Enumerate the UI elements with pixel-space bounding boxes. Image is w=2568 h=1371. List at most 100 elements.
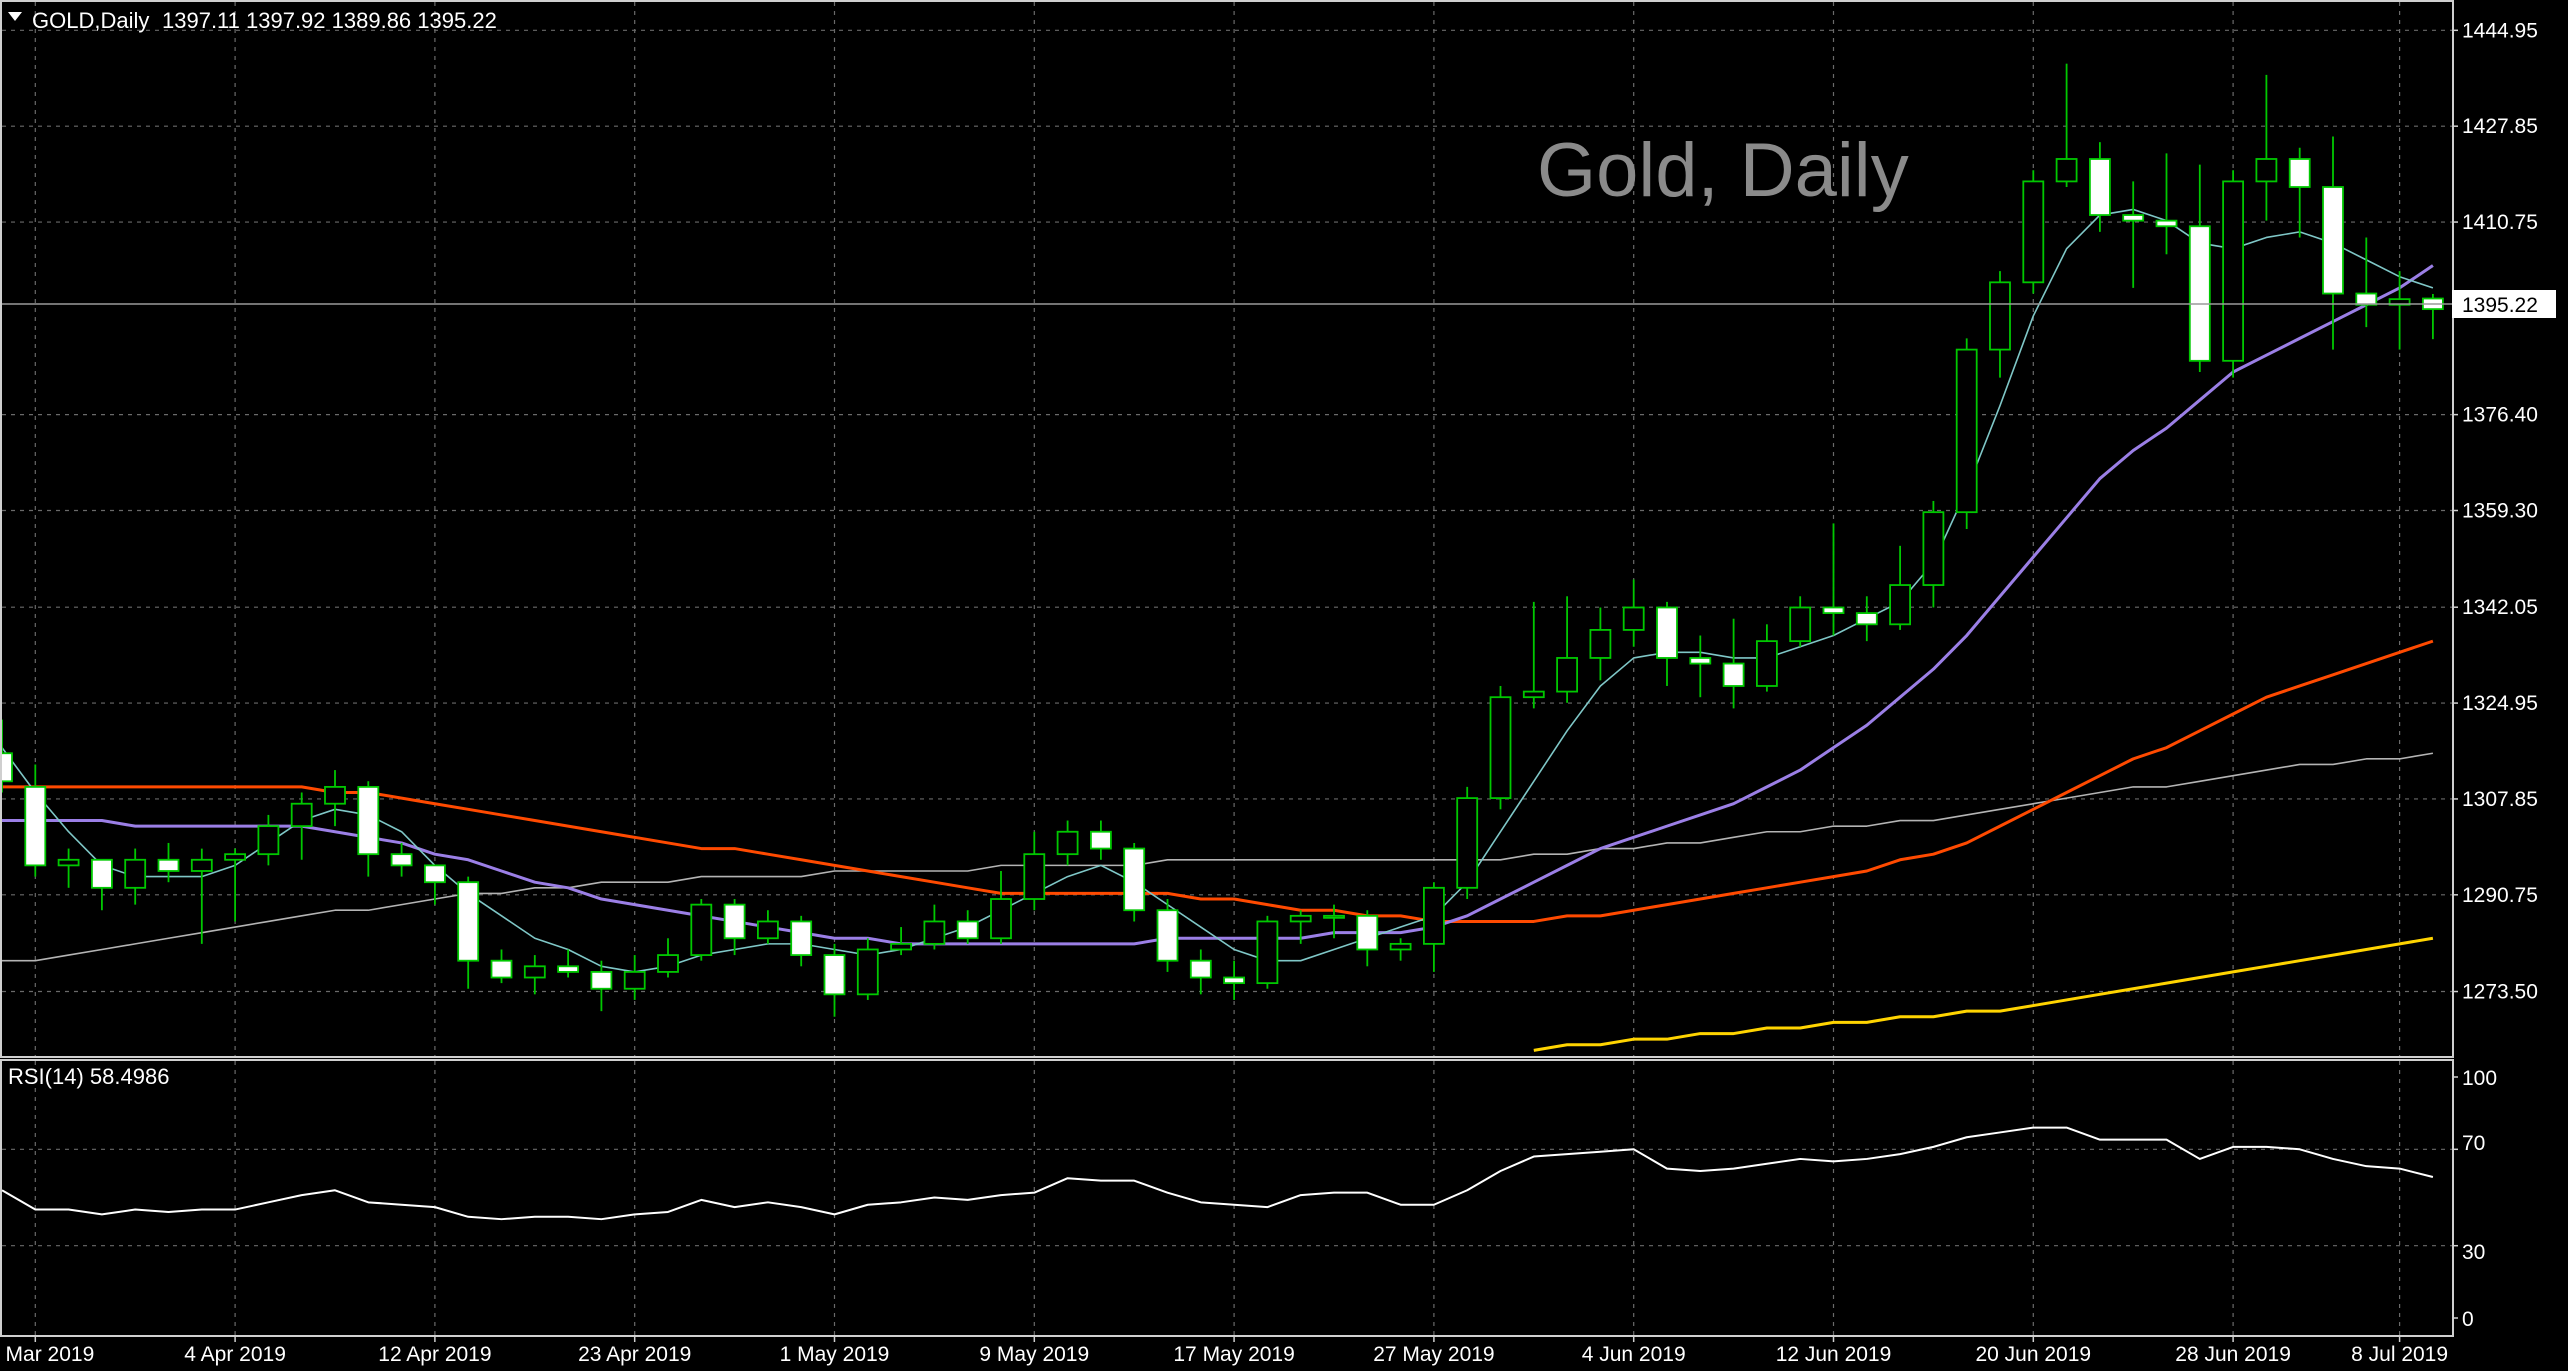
candle-body-bear xyxy=(956,920,979,940)
candle-body-bull xyxy=(1456,797,1479,889)
rsi-level-70: 70 xyxy=(2462,1132,2485,1155)
candle xyxy=(1256,915,1279,989)
candle-body-bull xyxy=(657,954,679,973)
candle xyxy=(157,842,180,883)
candle-body-bull xyxy=(1489,696,1512,800)
candle-body-bull xyxy=(1889,584,1911,626)
candle-body-bear xyxy=(790,920,813,956)
candle xyxy=(324,770,346,827)
candle-body-bull xyxy=(2255,158,2278,183)
chart-watermark: Gold, Daily xyxy=(1537,128,1909,213)
price-axis: 1444.95 1427.85 1410.75 1376.40 1359.30 1342.… xyxy=(2452,19,2538,1004)
price-tick-label: 1290.75 xyxy=(2462,884,2538,907)
candle xyxy=(1989,271,2011,378)
candle xyxy=(1289,910,1312,944)
candle xyxy=(690,899,713,961)
candle xyxy=(2188,164,2211,373)
candle-body-bull xyxy=(324,785,346,805)
candle xyxy=(124,848,147,905)
candle-body-bull xyxy=(523,965,546,979)
candle-body-bull xyxy=(1989,281,2011,351)
candle-body-bear xyxy=(1855,612,1878,626)
candle xyxy=(1889,545,1911,630)
candle xyxy=(2288,147,2311,238)
time-axis: 27 Mar 2019 4 Apr 2019 12 Apr 2019 23 Apr 2… xyxy=(0,1336,2448,1366)
candle-body-bear xyxy=(24,785,47,867)
candle xyxy=(1489,685,1512,810)
candle xyxy=(1955,338,1978,529)
candle-body-bull xyxy=(1056,830,1079,856)
candle-body-bull xyxy=(1023,853,1046,900)
candle-body-bear xyxy=(1090,830,1112,850)
rsi-line xyxy=(1,1126,2434,1221)
candle-body-bear xyxy=(357,785,380,856)
candle xyxy=(190,848,213,944)
candle-body-bear xyxy=(2188,225,2211,362)
candle-body-bear xyxy=(1189,959,1212,979)
price-tick-label: 1307.85 xyxy=(2462,788,2538,811)
candle-body-bull xyxy=(690,903,713,956)
candle xyxy=(2022,170,2045,294)
candle-body-bull xyxy=(1789,606,1812,643)
price-tick-label: 1410.75 xyxy=(2462,211,2538,234)
candle-body-bear xyxy=(2088,158,2111,216)
candle-body-bear xyxy=(1822,606,1845,614)
candle-body-bull xyxy=(1256,920,1279,985)
candle-body-bear xyxy=(423,864,446,884)
candle xyxy=(224,848,247,922)
price-tick-label: 1273.50 xyxy=(2462,981,2538,1004)
candle xyxy=(1622,579,1645,647)
chart-symbol: GOLD,Daily xyxy=(32,8,149,33)
candle-body-bear xyxy=(823,954,846,996)
candle xyxy=(657,938,679,978)
candle-body-bear xyxy=(1722,662,1745,687)
candle xyxy=(1689,635,1712,698)
candle xyxy=(2155,153,2178,255)
symbol-menu-icon[interactable] xyxy=(8,12,22,21)
time-tick-label: 9 May 2019 xyxy=(979,1343,1089,1366)
grid-lines xyxy=(2,2,2452,1335)
candle xyxy=(290,792,313,860)
candle-body-bull xyxy=(1289,914,1312,923)
candle xyxy=(1156,899,1179,972)
candle xyxy=(1023,831,1046,911)
candle-body-bull xyxy=(1922,511,1945,586)
candle-body-bear xyxy=(557,965,579,973)
ma-yellow-line xyxy=(1533,936,2434,1052)
price-tick-label: 1324.95 xyxy=(2462,692,2538,715)
time-tick-label: 4 Apr 2019 xyxy=(184,1343,286,1366)
candle-body-bull xyxy=(757,920,779,940)
candle-body-bear xyxy=(91,858,113,889)
candle-body-bull xyxy=(623,971,646,990)
candle-body-bull xyxy=(1756,640,1778,687)
candle xyxy=(2088,142,2111,232)
candle-body-bear xyxy=(1656,606,1678,659)
candle-body-bear xyxy=(157,858,180,872)
candle-body-bull xyxy=(1522,690,1545,699)
candle xyxy=(57,848,80,888)
rsi-level-0: 0 xyxy=(2462,1308,2474,1331)
candle-body-bull xyxy=(2022,180,2045,284)
candle-body-bear xyxy=(2288,158,2311,188)
candle xyxy=(623,955,646,1000)
candle xyxy=(1123,842,1146,922)
candle-body-bull xyxy=(57,858,80,867)
rsi-label: RSI(14) 58.4986 xyxy=(8,1064,169,1089)
candle xyxy=(1556,596,1578,703)
time-tick-label: 8 Jul 2019 xyxy=(2351,1343,2448,1366)
candle xyxy=(723,899,746,956)
time-tick-label: 1 May 2019 xyxy=(780,1343,890,1366)
candle xyxy=(1356,910,1379,967)
price-tick-label: 1342.05 xyxy=(2462,596,2538,619)
price-tick-label: 1359.30 xyxy=(2462,499,2538,522)
candle xyxy=(557,949,579,978)
candle-body-bear xyxy=(1123,847,1146,912)
time-tick-label: 12 Apr 2019 xyxy=(378,1343,491,1366)
price-tick-label: 1444.95 xyxy=(2462,19,2538,42)
candle xyxy=(990,870,1012,944)
candle xyxy=(757,910,779,944)
candle-body-bull xyxy=(2222,180,2245,362)
rsi-level-100: 100 xyxy=(2462,1067,2497,1090)
candle-body-bear xyxy=(590,971,613,990)
